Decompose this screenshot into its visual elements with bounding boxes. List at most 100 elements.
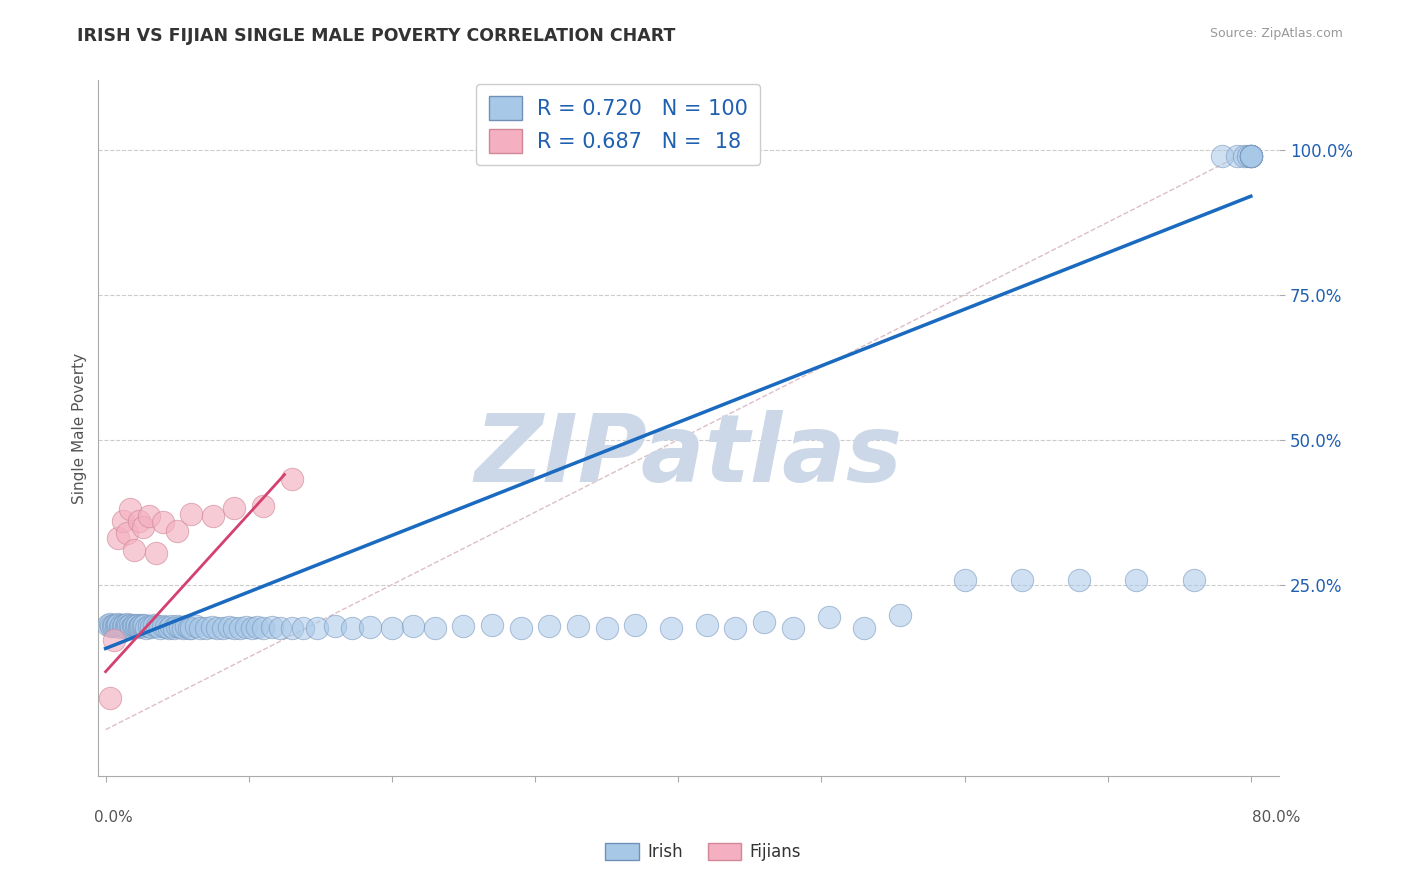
Point bbox=[160, 619, 183, 633]
Point bbox=[129, 619, 152, 633]
Point bbox=[1011, 573, 1033, 587]
Point bbox=[229, 621, 252, 635]
Point bbox=[100, 619, 122, 633]
Point bbox=[184, 619, 207, 633]
Point bbox=[134, 618, 156, 632]
Point bbox=[402, 619, 425, 633]
Point bbox=[188, 621, 211, 635]
Point bbox=[141, 620, 163, 634]
Legend: Irish, Fijians: Irish, Fijians bbox=[599, 836, 807, 868]
Point bbox=[122, 542, 145, 557]
Point bbox=[381, 621, 404, 635]
Point bbox=[121, 619, 143, 633]
Point bbox=[1240, 148, 1263, 162]
Point bbox=[1240, 148, 1263, 162]
Point bbox=[724, 621, 747, 635]
Y-axis label: Single Male Poverty: Single Male Poverty bbox=[72, 352, 87, 504]
Point bbox=[323, 619, 346, 633]
Point bbox=[889, 607, 911, 622]
Point bbox=[114, 620, 136, 634]
Point bbox=[98, 690, 121, 705]
Point bbox=[509, 621, 531, 635]
Point bbox=[163, 621, 186, 635]
Point bbox=[166, 524, 188, 539]
Point bbox=[122, 617, 145, 632]
Point bbox=[155, 620, 177, 634]
Point bbox=[180, 621, 202, 635]
Point bbox=[853, 621, 876, 635]
Point bbox=[112, 617, 135, 632]
Point bbox=[128, 620, 150, 634]
Point bbox=[567, 619, 589, 633]
Point bbox=[132, 519, 155, 533]
Point bbox=[1240, 148, 1263, 162]
Point bbox=[292, 621, 315, 635]
Point bbox=[423, 621, 446, 635]
Point bbox=[1125, 573, 1147, 587]
Point bbox=[146, 619, 169, 633]
Point bbox=[782, 621, 804, 635]
Point bbox=[111, 619, 134, 633]
Point bbox=[1182, 573, 1205, 587]
Point bbox=[157, 621, 180, 635]
Point bbox=[659, 621, 682, 635]
Point bbox=[752, 615, 775, 630]
Point bbox=[224, 621, 246, 635]
Point bbox=[359, 620, 381, 634]
Point bbox=[152, 619, 174, 633]
Point bbox=[280, 621, 302, 635]
Text: ZIPatlas: ZIPatlas bbox=[475, 410, 903, 502]
Point bbox=[128, 514, 150, 528]
Point bbox=[107, 616, 129, 631]
Text: IRISH VS FIJIAN SINGLE MALE POVERTY CORRELATION CHART: IRISH VS FIJIAN SINGLE MALE POVERTY CORR… bbox=[77, 27, 676, 45]
Point bbox=[104, 619, 127, 633]
Point bbox=[538, 619, 561, 633]
Point bbox=[1237, 148, 1260, 162]
Point bbox=[224, 500, 246, 515]
Point bbox=[138, 619, 160, 633]
Point bbox=[269, 621, 291, 635]
Point bbox=[117, 619, 139, 633]
Point bbox=[817, 609, 839, 624]
Point bbox=[207, 621, 229, 635]
Point bbox=[115, 525, 138, 540]
Point bbox=[235, 620, 257, 634]
Point bbox=[174, 619, 197, 633]
Point bbox=[132, 619, 155, 633]
Point bbox=[120, 621, 142, 635]
Point bbox=[145, 546, 167, 560]
Point bbox=[138, 509, 160, 524]
Point bbox=[149, 621, 172, 635]
Point bbox=[124, 619, 146, 633]
Point bbox=[118, 618, 141, 632]
Point bbox=[166, 619, 188, 633]
Point bbox=[169, 620, 191, 634]
Point bbox=[1240, 148, 1263, 162]
Point bbox=[115, 616, 138, 631]
Point bbox=[98, 617, 121, 632]
Point bbox=[200, 620, 222, 634]
Text: 0.0%: 0.0% bbox=[94, 811, 134, 825]
Point bbox=[177, 621, 200, 635]
Point bbox=[246, 620, 269, 634]
Point bbox=[118, 502, 141, 516]
Point bbox=[1233, 148, 1256, 162]
Point bbox=[135, 621, 157, 635]
Point bbox=[240, 621, 263, 635]
Point bbox=[340, 621, 363, 635]
Point bbox=[218, 620, 240, 634]
Point bbox=[152, 515, 174, 529]
Point bbox=[260, 620, 283, 634]
Point bbox=[1240, 148, 1263, 162]
Point bbox=[595, 621, 617, 635]
Point bbox=[953, 573, 976, 587]
Point bbox=[280, 472, 302, 486]
Point bbox=[696, 618, 718, 632]
Point bbox=[107, 532, 129, 546]
Point bbox=[453, 619, 475, 633]
Point bbox=[201, 509, 224, 524]
Point bbox=[252, 621, 274, 635]
Text: 80.0%: 80.0% bbox=[1253, 811, 1301, 825]
Point bbox=[1067, 573, 1090, 587]
Point bbox=[143, 618, 166, 632]
